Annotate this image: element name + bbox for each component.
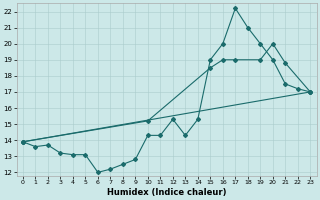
X-axis label: Humidex (Indice chaleur): Humidex (Indice chaleur) (107, 188, 226, 197)
